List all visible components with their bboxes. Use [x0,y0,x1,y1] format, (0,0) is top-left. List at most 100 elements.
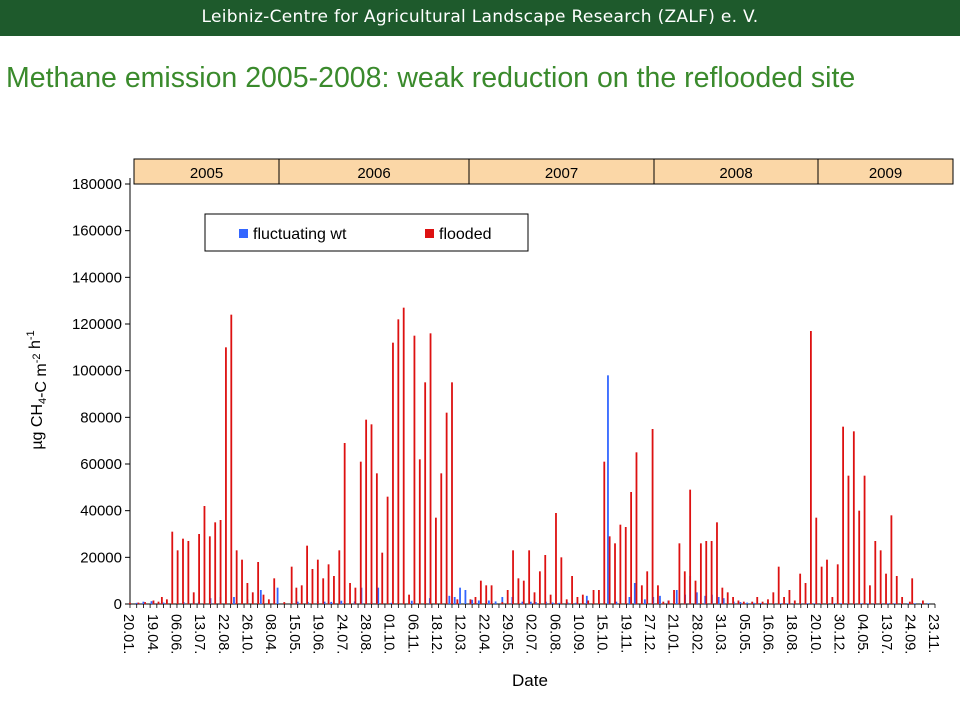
bar-fluctuating-wt [487,600,490,604]
bar-flooded [257,562,260,604]
bar-flooded [413,335,416,604]
bar-flooded [187,541,190,604]
x-tick-label: 19.04. [144,614,160,654]
y-tick-label: 100000 [72,363,122,380]
x-tick-label: 08.04. [262,614,278,654]
bar-flooded [592,590,595,604]
bar-flooded [152,600,155,604]
y-tick-label: 60000 [80,456,122,473]
bar-flooded [129,602,131,604]
bar-flooded [793,600,796,604]
bar-fluctuating-wt [410,600,413,604]
bar-fluctuating-wt [585,595,588,604]
bar-flooded [435,517,437,604]
bar-flooded [874,541,877,604]
bar-flooded [528,550,531,604]
bar-flooded [333,576,335,604]
x-axis: 20.01. 19.04. 06.06. 13.07. 22.08. 26.10. 08.0… [120,603,941,654]
bar-flooded [635,452,638,604]
bar-flooded [408,594,410,604]
bar-fluctuating-wt [390,602,393,604]
bar-fluctuating-wt [330,601,333,604]
bar-fluctuating-wt [448,595,451,604]
bar-flooded [235,550,238,604]
x-tick-label: 16.06. [759,614,775,654]
bar-flooded [683,571,686,604]
year-band: 2005 2006 2007 2008 2009 [133,158,954,185]
x-tick-label: 20.01. [120,614,136,654]
bar-fluctuating-wt [494,601,497,604]
bar-flooded [646,571,649,604]
bar-flooded [538,571,541,604]
x-tick-label: 06.11. [404,614,420,653]
year-band-label: 2006 [357,165,390,182]
bar-fluctuating-wt [867,603,869,604]
bar-flooded [549,594,552,604]
bar-flooded [678,543,681,604]
year-band-cell [278,158,470,185]
legend-box [204,213,529,252]
x-tick-label: 31.03. [712,614,728,654]
bar-flooded [640,585,643,604]
bar-flooded [157,601,160,604]
bar-fluctuating-wt [643,599,646,604]
bar-flooded [901,597,904,604]
bar-fluctuating-wt [913,603,916,604]
bar-flooded [890,515,893,604]
bar-flooded [809,331,812,604]
bar-fluctuating-wt [887,603,889,604]
bar-flooded [885,573,887,604]
slide-title: Methane emission 2005-2008: weak reducti… [6,62,856,94]
bar-flooded [182,538,184,604]
bar-flooded [349,583,351,604]
bar-flooded [772,592,775,604]
bar-flooded [386,496,389,604]
x-tick-label: 24.07. [333,614,349,654]
year-band-cell [653,158,819,185]
bar-flooded [858,510,861,604]
bar-flooded [246,583,249,604]
bar-fluctuating-wt [233,597,235,604]
y-axis: 0 20000 40000 60000 80000 100000 120000 140000 1… [72,176,131,613]
legend-swatch-flooded [425,229,434,238]
bar-fluctuating-wt [659,595,661,604]
bar-fluctuating-wt [717,597,720,604]
bar-flooded [300,585,303,604]
x-tick-label: 30.12. [830,614,846,654]
bar-flooded [847,475,850,604]
bar-flooded [651,429,654,604]
bar-flooded [306,545,308,604]
bar-fluctuating-wt [615,601,618,604]
bar-flooded [603,461,606,604]
bar-fluctuating-wt [920,603,923,604]
bar-flooded [424,382,427,604]
bar-fluctuating-wt [695,592,698,604]
bar-flooded [506,590,509,604]
bar-flooded [716,522,718,604]
x-tick-label: 15.05. [286,614,302,654]
bar-fluctuating-wt [566,602,569,604]
bar-flooded [820,566,823,604]
bar-flooded [370,424,373,604]
bar-fluctuating-wt [746,602,749,604]
bar-fluctuating-wt [296,601,299,604]
organization-banner: Leibniz-Centre for Agricultural Landscap… [0,0,960,36]
bar-flooded [852,431,855,604]
bar-flooded [456,599,459,604]
bar-flooded [895,576,898,604]
bar-fluctuating-wt [840,603,842,604]
bar-flooded [402,307,405,604]
y-tick-label: 80000 [80,409,122,426]
bar-fluctuating-wt [860,603,863,604]
bar-flooded [576,597,579,604]
bar-flooded [203,506,206,604]
bar-flooded [710,541,713,604]
bar-flooded [485,585,488,604]
bar-flooded [581,594,584,604]
x-tick-label: 19.11. [617,614,633,653]
bar-flooded [836,564,839,604]
x-tick-label: 27.12. [641,614,657,654]
bar-flooded [699,543,702,604]
bar-flooded [608,536,611,604]
y-tick-label: 140000 [72,269,122,286]
